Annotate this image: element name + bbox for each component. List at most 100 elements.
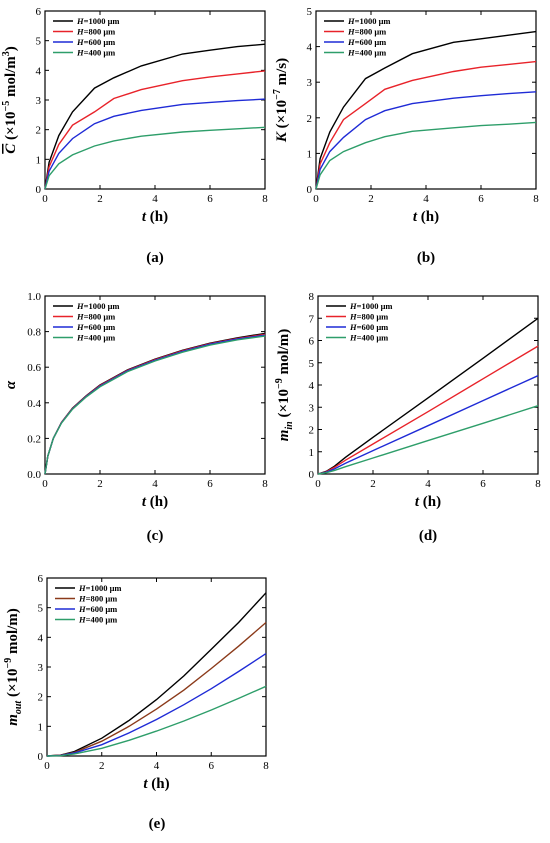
series-line-1 — [317, 345, 539, 475]
x-tick-label: 2 — [97, 478, 103, 490]
series-line-2 — [44, 98, 266, 190]
y-tick-label: 1 — [38, 721, 44, 733]
y-tick-label: 0.0 — [27, 469, 41, 481]
legend-label: H=400 μm — [76, 48, 115, 58]
y-tick-label: 0 — [38, 751, 44, 763]
legend-label: H=1000 μm — [78, 583, 122, 593]
series-line-1 — [315, 60, 537, 190]
x-tick-label: 0 — [315, 478, 321, 490]
y-tick-label: 0 — [309, 469, 315, 481]
x-tick-label: 4 — [154, 760, 160, 772]
legend-label: H=800 μm — [78, 594, 117, 604]
series-line-3 — [46, 685, 267, 757]
panel-e: 0 2 4 6 8 0 1 2 3 4 5 6 H=1000 μmH=800 μmH=600 μmH=4… — [3, 573, 269, 832]
y-tick-label: 6 — [309, 336, 315, 348]
series-line-3 — [44, 335, 266, 475]
series-line-2 — [317, 375, 539, 475]
x-tick-label: 8 — [535, 478, 541, 490]
y-tick-label: 1 — [309, 447, 315, 459]
y-tick-label: 2 — [38, 692, 44, 704]
legend-label: H=400 μm — [349, 333, 388, 343]
panel-caption: (c) — [147, 528, 164, 544]
series-line-2 — [315, 91, 537, 190]
panel-d: 0 2 4 6 8 0 1 2 3 4 5 6 7 8 H=1000 μmH=800 μmH=600 μmH… — [274, 291, 541, 544]
y-tick-label: 4 — [309, 380, 315, 392]
y-axis-label: min (×10−9 mol/m) — [274, 329, 295, 442]
y-tick-label: 5 — [309, 358, 315, 370]
legend-label: H=400 μm — [78, 615, 117, 625]
panel-c: 0 2 4 6 8 0.0 0.2 0.4 0.6 0.8 1.0 H=1000 μmH=800 μm… — [3, 291, 268, 544]
x-tick-label: 4 — [152, 193, 158, 205]
legend-label: H=600 μm — [78, 604, 117, 614]
y-tick-label: 4 — [38, 632, 44, 644]
y-tick-label: 1 — [36, 154, 42, 166]
x-tick-label: 8 — [262, 478, 268, 490]
x-tick-label: 0 — [313, 193, 319, 205]
legend-label: H=800 μm — [76, 312, 115, 322]
x-tick-label: 0 — [42, 478, 48, 490]
x-tick-label: 2 — [370, 478, 376, 490]
y-tick-label: 1 — [307, 148, 313, 160]
y-tick-label: 4 — [307, 42, 313, 54]
legend-label: H=800 μm — [349, 312, 388, 322]
x-tick-label: 4 — [423, 193, 429, 205]
y-axis-label: C (×10−5 mol/m3) — [1, 46, 19, 154]
y-tick-label: 7 — [309, 313, 315, 325]
series-line-2 — [46, 653, 267, 757]
panel-b: 0 2 4 6 8 0 1 2 3 4 5 H=1000 μmH=800 μmH=600 μmH=40… — [272, 6, 539, 266]
x-tick-label: 2 — [99, 760, 105, 772]
y-tick-label: 5 — [38, 603, 44, 615]
legend-label: H=600 μm — [349, 322, 388, 332]
y-tick-label: 3 — [38, 662, 44, 674]
y-axis-label: α — [3, 380, 19, 389]
legend-label: H=600 μm — [347, 37, 386, 47]
y-tick-label: 3 — [307, 77, 313, 89]
y-tick-label: 0.4 — [27, 398, 41, 410]
series-line-3 — [44, 126, 266, 190]
legend-label: H=800 μm — [347, 27, 386, 37]
x-tick-label: 8 — [262, 193, 268, 205]
x-axis-label: t (h) — [142, 209, 168, 225]
panel-a: 0 2 4 6 8 0 1 2 3 4 5 6 H=1000 μmH=800 μmH=600 μmH=4… — [1, 6, 268, 266]
panel-caption: (e) — [149, 816, 166, 832]
series-line-0 — [44, 43, 266, 190]
y-tick-label: 3 — [309, 402, 315, 414]
series-line-3 — [317, 405, 539, 475]
y-tick-label: 6 — [36, 6, 42, 18]
y-tick-label: 4 — [36, 65, 42, 77]
x-tick-label: 6 — [207, 478, 213, 490]
series-line-1 — [44, 70, 266, 190]
panel-caption: (a) — [146, 250, 164, 266]
y-tick-label: 0 — [36, 184, 42, 196]
legend-label: H=1000 μm — [347, 16, 391, 26]
y-tick-label: 0.2 — [27, 433, 41, 445]
y-tick-label: 5 — [307, 6, 313, 18]
y-tick-label: 3 — [36, 95, 42, 107]
x-tick-label: 0 — [44, 760, 50, 772]
x-tick-label: 6 — [209, 760, 215, 772]
x-axis-label: t (h) — [415, 494, 441, 510]
series-line-0 — [315, 30, 537, 190]
y-tick-label: 2 — [309, 425, 315, 437]
x-tick-label: 6 — [480, 478, 486, 490]
y-tick-label: 8 — [309, 291, 315, 303]
panel-caption: (b) — [417, 250, 435, 266]
panel-caption: (d) — [419, 528, 437, 544]
y-tick-label: 5 — [36, 36, 42, 48]
legend-label: H=600 μm — [76, 322, 115, 332]
x-tick-label: 4 — [425, 478, 431, 490]
series-line-1 — [46, 621, 267, 757]
legend-label: H=1000 μm — [76, 16, 120, 26]
legend-label: H=400 μm — [347, 48, 386, 58]
y-tick-label: 0.8 — [27, 327, 41, 339]
x-tick-label: 6 — [207, 193, 213, 205]
legend-label: H=1000 μm — [76, 301, 120, 311]
y-axis-label: mout (×10−9 mol/m) — [3, 608, 24, 726]
y-axis-label: K (×10−7 m/s) — [272, 58, 290, 143]
x-axis-label: t (h) — [143, 776, 169, 792]
x-axis-label: t (h) — [413, 209, 439, 225]
y-tick-label: 0.6 — [27, 362, 41, 374]
x-tick-label: 0 — [42, 193, 48, 205]
legend-label: H=800 μm — [76, 27, 115, 37]
